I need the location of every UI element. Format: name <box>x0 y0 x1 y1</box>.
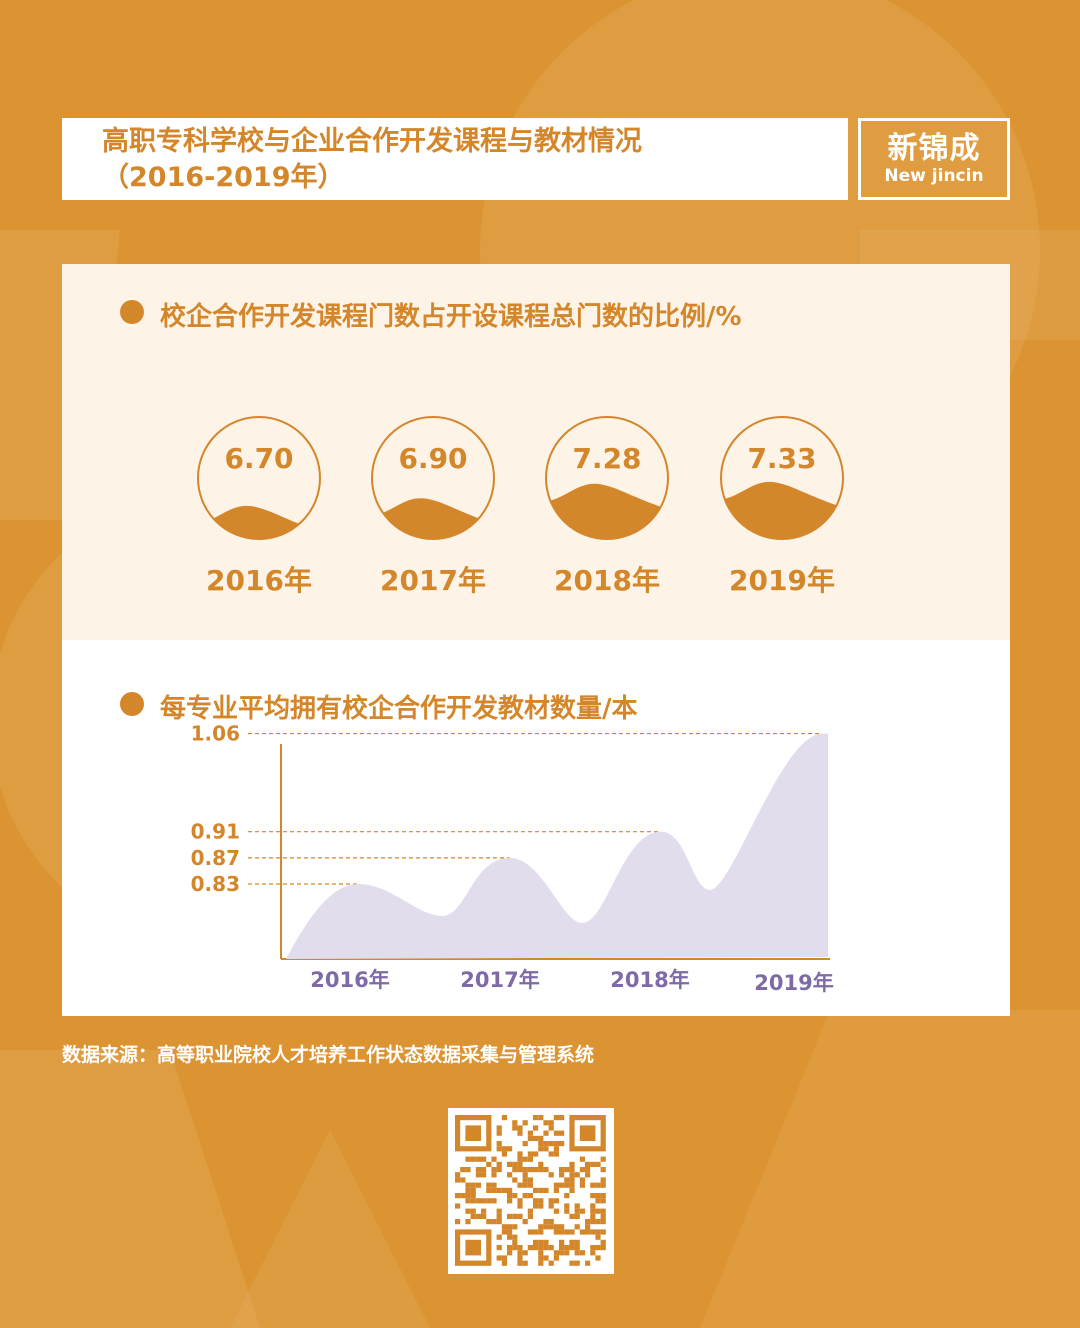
logo-text-cn: 新锦成 <box>887 131 981 166</box>
bullet-dot-icon <box>120 692 144 716</box>
gauge-circle <box>371 416 495 540</box>
y-tick-label: 0.83 <box>191 872 240 896</box>
gauge-circle <box>720 416 844 540</box>
gauge-year-label: 2016年 <box>206 564 312 597</box>
course-ratio-panel: 校企合作开发课程门数占开设课程总门数的比例/% 6.70 2016年 6.90 201… <box>62 264 1010 640</box>
x-tick-label: 2017年 <box>460 968 539 992</box>
y-tick-label: 0.91 <box>191 820 240 844</box>
gauge-value: 6.90 <box>398 442 468 475</box>
x-tick-label: 2016年 <box>310 968 389 992</box>
bullet-dot-icon <box>120 300 144 324</box>
gauge-circle <box>545 416 669 540</box>
qr-pattern <box>455 1115 606 1266</box>
data-source: 数据来源：高等职业院校人才培养工作状态数据采集与管理系统 <box>62 1044 595 1066</box>
x-tick-label: 2018年 <box>610 968 689 992</box>
gauge-value: 7.28 <box>572 442 642 475</box>
gauge-year-label: 2018年 <box>554 564 660 597</box>
gauge-value: 6.70 <box>224 442 294 475</box>
logo-text-en: New jincin <box>884 166 984 186</box>
x-tick-label: 2019年 <box>754 971 833 995</box>
gauge-item: 7.33 2019年 <box>718 414 846 597</box>
page-title: 高职专科学校与企业合作开发课程与教材情况 <box>102 126 642 157</box>
y-tick-label: 0.87 <box>191 846 240 870</box>
gauge-fill <box>546 483 668 539</box>
area-series <box>286 733 828 959</box>
course-ratio-title-text: 校企合作开发课程门数占开设课程总门数的比例/% <box>160 302 742 332</box>
page-subtitle: （2016-2019年） <box>102 162 345 193</box>
gauge-year-label: 2017年 <box>380 564 486 597</box>
gauge-value: 7.33 <box>747 442 817 475</box>
y-tick-label: 1.06 <box>191 722 240 746</box>
gauge-item: 6.70 2016年 <box>195 414 323 597</box>
title-box: 高职专科学校与企业合作开发课程与教材情况 （2016-2019年） <box>62 118 848 200</box>
gauge-fill <box>721 481 843 539</box>
gauge-item: 7.28 2018年 <box>543 414 671 597</box>
qr-code-icon <box>448 1108 614 1274</box>
textbook-count-title: 每专业平均拥有校企合作开发教材数量/本 <box>120 688 638 725</box>
textbook-count-title-text: 每专业平均拥有校企合作开发教材数量/本 <box>160 694 638 724</box>
course-ratio-title: 校企合作开发课程门数占开设课程总门数的比例/% <box>120 296 742 333</box>
gauge-circle <box>197 416 321 540</box>
area-chart: 1.06 0.910.870.83 2016年 2017年 2018年 2019年 <box>191 722 834 995</box>
textbook-count-panel: 每专业平均拥有校企合作开发教材数量/本 1.06 0.91 0.87 0.83 2016… <box>62 640 1010 1016</box>
gauge-item: 6.90 2017年 <box>369 414 497 597</box>
brand-logo: 新锦成 New jincin <box>858 118 1010 200</box>
gauge-year-label: 2019年 <box>729 564 835 597</box>
